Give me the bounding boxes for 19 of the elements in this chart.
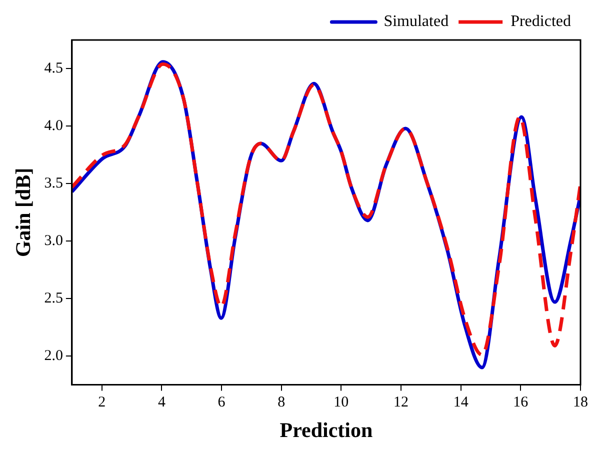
y-tick-label: 3.0 [44, 233, 63, 250]
x-tick-label: 18 [573, 394, 588, 411]
y-tick-label: 4.0 [44, 118, 63, 134]
x-tick-label: 16 [513, 394, 529, 411]
x-tick-label: 2 [98, 394, 106, 411]
x-tick-label: 6 [218, 394, 226, 411]
y-axis-title: Gain [dB] [11, 168, 36, 258]
y-tick-label: 2.0 [44, 348, 63, 364]
x-axis-title: Prediction [280, 418, 374, 442]
x-tick-label: 14 [453, 394, 469, 411]
y-tick-label: 4.5 [44, 60, 63, 77]
legend-label: Predicted [510, 13, 571, 30]
legend-label: Simulated [384, 13, 449, 30]
x-tick-label: 4 [158, 394, 166, 411]
y-tick-label: 2.5 [44, 290, 63, 307]
y-tick-label: 3.5 [44, 176, 63, 192]
x-tick-label: 8 [278, 394, 286, 411]
x-tick-label: 10 [334, 394, 349, 411]
x-tick-label: 12 [394, 394, 409, 411]
